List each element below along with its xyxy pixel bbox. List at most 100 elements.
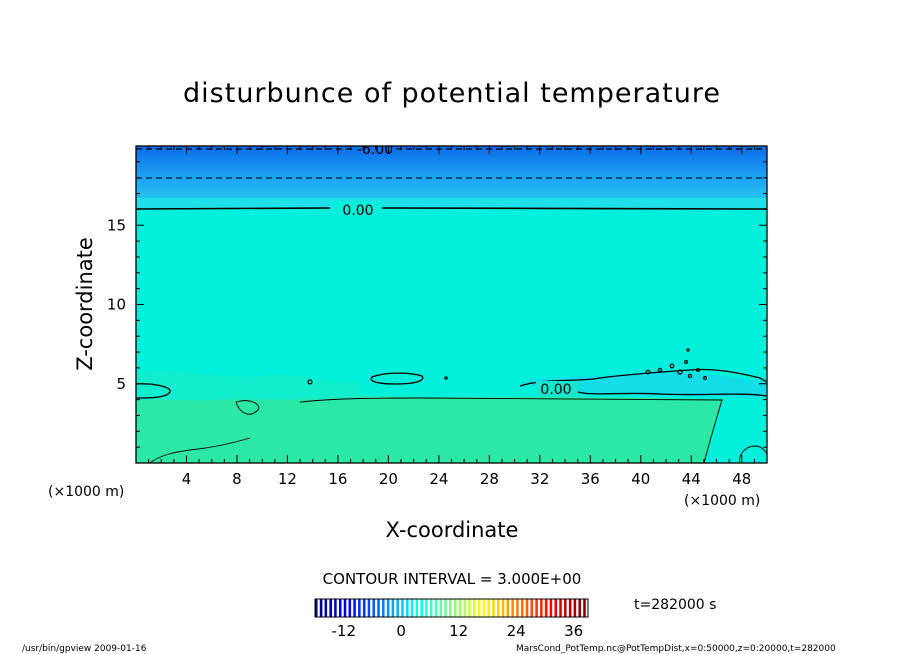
colorbar-gap [442,599,445,617]
colorbar-swatch [473,599,476,617]
colorbar-swatch [487,599,491,617]
colorbar-gap [370,599,373,617]
colorbar-swatch [520,599,524,617]
colorbar-gap [571,599,574,617]
x-tick-label: 44 [682,470,701,488]
colorbar-swatch [497,599,500,617]
colorbar-swatch [319,599,323,617]
contour-line-bottom-left [149,437,251,463]
colorbar-swatch [410,599,414,617]
colorbar-gap [432,599,435,617]
colorbar-swatch [315,599,318,617]
x-unit-left: (×1000 m) [48,484,124,500]
colorbar-swatch [377,599,380,617]
colorbar-gap [504,599,507,617]
colorbar-gap [317,599,320,617]
y-tick-label: 15 [107,216,126,234]
colorbar-swatch [324,599,328,617]
contour-line-zero-upper [136,207,767,210]
colorbar-swatch [338,599,342,617]
colorbar-swatch [540,599,543,617]
colorbar-gap [523,599,526,617]
upper-negative-layer [136,146,767,208]
colorbar-gap [552,599,555,617]
colorbar-gap [514,599,517,617]
colorbar-gap [446,599,450,617]
colorbar-gap [542,599,545,617]
colorbar-swatch [573,599,577,617]
contour-line-left-lobe [136,383,171,399]
chart-title: disturbunce of potential temperature [183,78,721,109]
colorbar-gap [346,599,349,617]
colorbar-swatch [415,599,419,617]
colorbar-gap [365,599,368,617]
upper-transition-layer [136,198,767,208]
x-tick-label: 16 [328,470,347,488]
colorbar-gap [494,599,497,617]
y-axis-ticks: 5 10 15 [107,161,767,448]
colorbar-gap [528,599,531,617]
colorbar-gap [461,599,464,617]
colorbar-gap [389,599,392,617]
colorbar-swatch [425,599,428,617]
colorbar-swatch [353,599,356,617]
colorbar-gap [576,599,579,617]
time-label: t=282000 s [634,597,716,613]
colorbar-swatch [329,599,333,617]
x-tick-label: 48 [732,470,751,488]
colorbar-gap [399,599,402,617]
colorbar-swatch [348,599,352,617]
colorbar-gap [499,599,502,617]
colorbar-swatch [530,599,534,617]
colorbar-gap [332,599,335,617]
colorbar-tick-label: 0 [396,622,406,640]
colorbar-swatch [482,599,486,617]
contour-interval: CONTOUR INTERVAL = 3.000E+00 [323,570,582,588]
colorbar-swatch [334,599,337,617]
contour-label-mid: 0.00 [342,203,373,219]
colorbar-swatch [367,599,371,617]
colorbar-gap [408,599,411,617]
footer-left: /usr/bin/gpview 2009-01-16 [22,644,147,654]
plot-area: -6.00 0.00 0.00 [136,142,767,463]
colorbar-gap [466,599,469,617]
x-tick-label: 24 [429,470,448,488]
colorbar-swatch [453,599,457,617]
colorbar-gap [427,599,430,617]
colorbar-swatch [449,599,452,617]
colorbar-gap [475,599,478,617]
colorbar-swatch [578,599,582,617]
colorbar-swatch [477,599,481,617]
colorbar-swatch [396,599,400,617]
x-tick-label: 4 [182,470,192,488]
colorbar-gap [322,599,325,617]
colorbar-gap [394,599,397,617]
colorbar-gap [509,599,512,617]
colorbar-swatch [554,599,558,617]
colorbar-gap [336,599,339,617]
colorbar-swatch [444,599,447,617]
colorbar-gap [533,599,536,617]
x-tick-label: 32 [530,470,549,488]
y-tick-label: 5 [116,375,126,393]
colorbar-gap [490,599,493,617]
colorbar-ticks: -12 0 12 24 36 [331,622,583,640]
colorbar-gap [360,599,363,617]
lower-positive-region [136,396,722,463]
x-tick-label: 40 [631,470,650,488]
x-unit-right: (×1000 m) [684,493,760,509]
colorbar-swatch [506,599,510,617]
colorbar-swatch [516,599,519,617]
x-axis-label: X-coordinate [386,518,519,542]
colorbar-tick-label: 12 [449,622,468,640]
colorbar-swatch [362,599,366,617]
colorbar-swatch [468,599,471,617]
colorbar-swatch [420,599,424,617]
contour-label-top: -6.00 [357,142,393,158]
colorbar-swatch [382,599,385,617]
contour-dots [307,348,707,385]
colorbar-gap [470,599,474,617]
colorbar-gap [547,599,550,617]
colorbar-tick-label: 24 [507,622,526,640]
